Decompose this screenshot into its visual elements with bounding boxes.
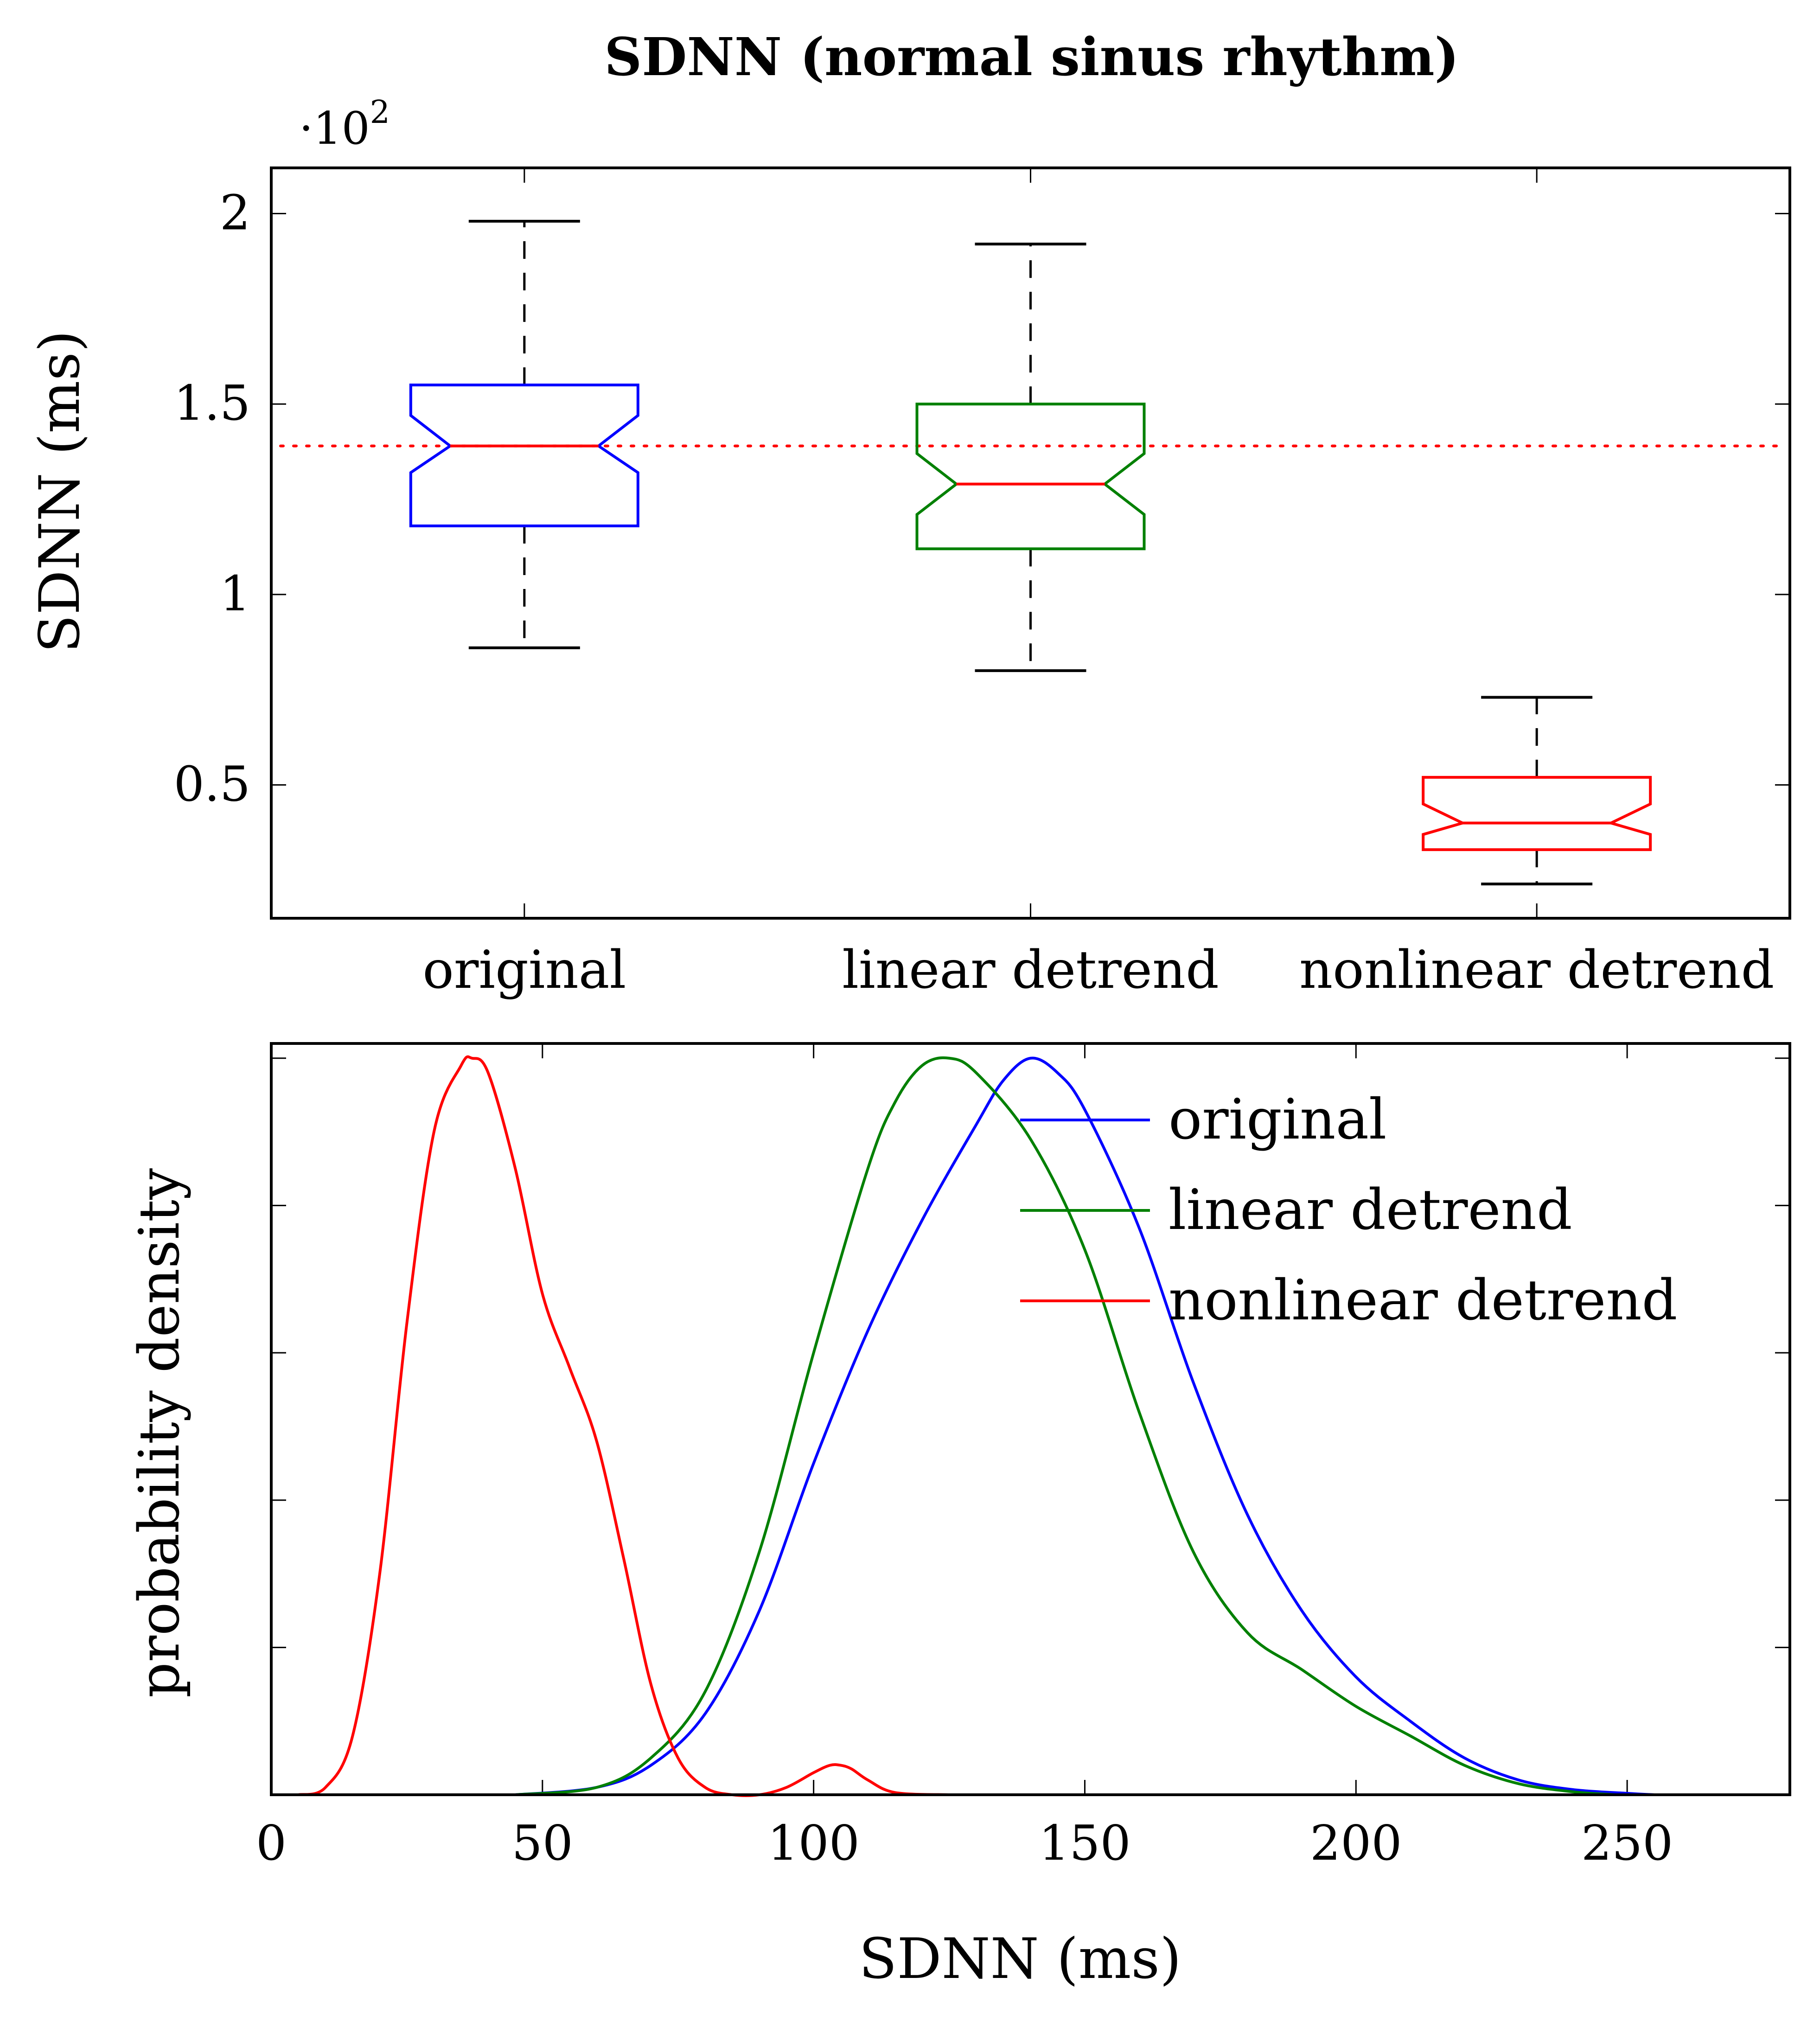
y-axis-multiplier: ·102 (299, 94, 390, 154)
density-y-axis-label: probability density (128, 1168, 192, 1698)
chart-title: SDNN (normal sinus rhythm) (604, 27, 1459, 88)
x-tick-label: 250 (1581, 1815, 1673, 1871)
density-line-linear-detrend (515, 1056, 1616, 1796)
notched-box (915, 403, 1146, 550)
box-y-axis-label: SDNN (ms) (28, 330, 92, 653)
box-plot-panel: SDNN (normal sinus rhythm) ·102 SDNN (ms… (28, 27, 1791, 1000)
density-line-original (515, 1056, 1654, 1796)
legend-label: original (1169, 1088, 1386, 1152)
density-lines (298, 1055, 1654, 1797)
density-plot-panel: probability density SDNN (ms) 0 50 100 150 2… (128, 1042, 1791, 1991)
notched-box (1422, 776, 1652, 851)
x-tick-label: 150 (1039, 1815, 1131, 1871)
box-marks (409, 219, 1652, 886)
category-label: nonlinear detrend (1299, 940, 1774, 1000)
density-plot-frame (270, 1042, 1791, 1796)
legend: original linear detrend nonlinear detrend (1020, 1088, 1677, 1333)
box-original (409, 219, 639, 649)
box-nonlinear-detrend (1422, 696, 1652, 886)
x-tick-label: 50 (512, 1815, 573, 1871)
x-tick-label: 200 (1310, 1815, 1402, 1871)
y-tick-label: 0.5 (174, 756, 250, 813)
density-ticks: 0 50 100 150 200 250 (256, 1043, 1790, 1871)
category-label: linear detrend (842, 940, 1219, 1000)
notched-box (409, 384, 639, 528)
legend-label: linear detrend (1169, 1178, 1572, 1242)
y-axis-multiplier-exponent: 2 (370, 94, 390, 131)
box-category-labels: original linear detrend nonlinear detrend (422, 940, 1774, 1000)
x-tick-label: 0 (256, 1815, 287, 1871)
y-axis-multiplier-base: ·10 (299, 102, 370, 154)
box-y-ticks: 0.5 1 1.5 2 (174, 168, 1790, 918)
density-x-axis-label: SDNN (ms) (859, 1927, 1181, 1991)
category-label: original (422, 940, 626, 1000)
y-tick-label: 1.5 (174, 375, 250, 431)
box-plot-frame (270, 166, 1791, 920)
y-tick-label: 1 (220, 565, 250, 622)
box-linear-detrend (915, 243, 1146, 672)
y-tick-label: 2 (220, 185, 250, 241)
density-line-nonlinear-detrend (298, 1055, 950, 1797)
legend-label: nonlinear detrend (1169, 1268, 1677, 1333)
x-tick-label: 100 (767, 1815, 860, 1871)
